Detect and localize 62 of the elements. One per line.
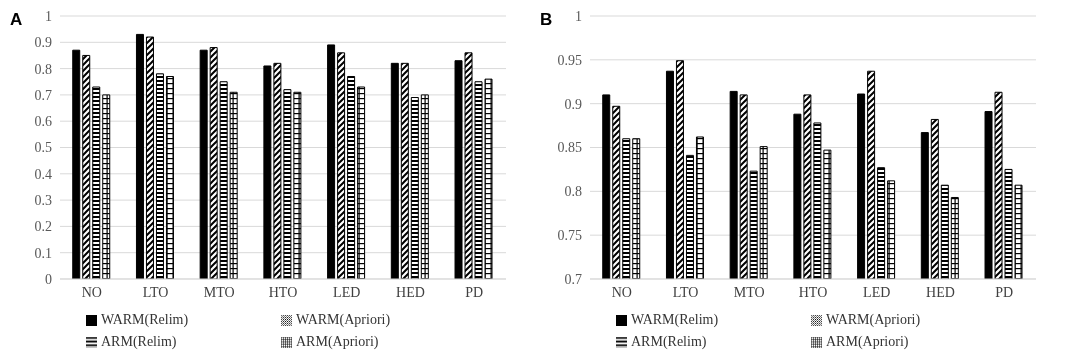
y-tick-label: 0.6 — [34, 114, 52, 130]
x-tick-label: LTO — [142, 284, 169, 300]
bar — [420, 94, 429, 279]
x-tick-label: HTO — [798, 284, 828, 300]
legend-label: ARM(Relim) — [631, 333, 708, 351]
bar — [219, 81, 228, 279]
x-tick-label: LED — [863, 284, 891, 300]
x-tick-label: MTO — [203, 284, 235, 300]
legend-label: WARM(Apriori) — [296, 311, 392, 329]
bar — [155, 73, 164, 279]
y-tick-label: 0.8 — [34, 61, 52, 77]
legend-label: WARM(Relim) — [101, 311, 190, 329]
bar — [165, 75, 174, 279]
bar — [229, 91, 238, 279]
bar — [72, 49, 81, 279]
y-tick-label: 0.75 — [557, 228, 582, 244]
x-tick-label: LTO — [672, 284, 699, 300]
y-tick-label: 1 — [575, 8, 582, 24]
bar — [92, 86, 101, 279]
legend-label: WARM(Apriori) — [826, 311, 922, 329]
bar — [135, 33, 144, 279]
legend-label: ARM(Relim) — [101, 333, 178, 351]
y-tick-label: 0.85 — [557, 140, 582, 156]
x-tick-label: NO — [81, 284, 102, 300]
bar — [357, 86, 366, 279]
y-tick-label: 0.9 — [34, 35, 52, 51]
bar — [145, 36, 154, 279]
x-tick-label: HED — [396, 284, 425, 300]
bar — [400, 62, 409, 279]
x-tick-label: MTO — [733, 284, 765, 300]
x-tick-label: PD — [465, 284, 484, 300]
bar — [327, 44, 336, 279]
x-tick-label: PD — [995, 284, 1014, 300]
x-tick-label: HED — [926, 284, 955, 300]
legend-label: ARM(Apriori) — [296, 333, 380, 351]
y-tick-label: 0.5 — [34, 140, 52, 156]
legend-label: WARM(Relim) — [631, 311, 720, 329]
bar — [82, 54, 91, 279]
y-tick-label: 0.8 — [564, 184, 582, 200]
legend-label: ARM(Apriori) — [826, 333, 910, 351]
y-tick-label: 0.9 — [564, 96, 582, 112]
bar — [102, 94, 111, 279]
y-tick-label: 0.3 — [34, 193, 52, 209]
bar — [347, 75, 356, 279]
x-tick-label: LED — [333, 284, 361, 300]
y-tick-label: 0.1 — [34, 245, 52, 261]
x-tick-label: HTO — [268, 284, 298, 300]
y-tick-label: 0.7 — [34, 87, 52, 103]
bar — [199, 49, 208, 279]
bar — [410, 97, 419, 279]
y-tick-label: 1 — [45, 8, 52, 24]
y-tick-label: 0.4 — [34, 166, 52, 182]
bar — [209, 47, 218, 279]
chart-title: B — [540, 10, 553, 30]
chart-title: A — [10, 10, 23, 30]
y-tick-label: 0 — [45, 271, 52, 287]
bar — [390, 62, 399, 279]
bar — [337, 52, 346, 279]
x-tick-label: NO — [611, 284, 632, 300]
y-tick-label: 0.2 — [34, 219, 52, 235]
y-tick-label: 0.95 — [557, 52, 582, 68]
y-tick-label: 0.7 — [564, 271, 582, 287]
